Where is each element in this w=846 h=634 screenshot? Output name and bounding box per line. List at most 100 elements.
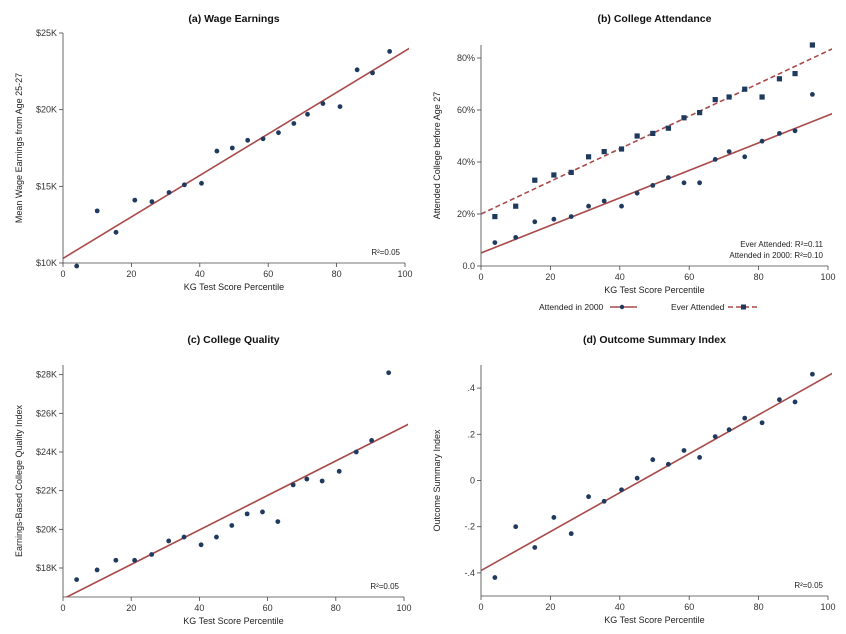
chart-summary: (d) Outcome Summary Index 0 20 40 60 80 100 -.4… (432, 334, 836, 625)
data-point (386, 370, 392, 376)
data-point (585, 154, 592, 160)
legend-marker (619, 304, 625, 310)
y-tick-label: $25K (36, 28, 57, 38)
x-tick-label: 40 (194, 603, 204, 613)
data-point (370, 70, 375, 76)
data-point (792, 128, 798, 134)
data-point (726, 149, 732, 155)
data-point (742, 154, 748, 160)
fit-line (481, 48, 832, 215)
data-point (199, 180, 204, 186)
y-tick-label: $18K (36, 563, 57, 573)
data-point (586, 203, 591, 209)
data-point (697, 455, 703, 460)
data-point (113, 557, 119, 563)
y-tick-label: 80% (457, 53, 475, 63)
data-point (244, 511, 250, 517)
y-tick-label: 40% (457, 157, 475, 167)
data-point (320, 101, 326, 106)
data-point (792, 399, 798, 405)
data-point (697, 180, 703, 186)
data-point (601, 498, 607, 504)
chart-quality: (c) College Quality 0 20 40 60 80 100 $18K $20K $… (14, 334, 412, 626)
data-point (513, 203, 519, 209)
y-axis-label: Outcome Summary Index (432, 429, 442, 532)
data-point (305, 111, 310, 117)
x-tick-label: 100 (396, 603, 411, 613)
data-point (336, 468, 342, 474)
x-axis-label: KG Test Score Percentile (184, 282, 284, 292)
data-point (742, 415, 748, 421)
data-point (650, 130, 656, 136)
data-point (532, 545, 538, 550)
data-point (94, 208, 100, 214)
data-point (387, 49, 393, 54)
data-point (214, 148, 220, 154)
data-point (726, 94, 732, 100)
data-point (74, 577, 80, 582)
r-squared-note: Ever Attended: R²=0.11 (740, 240, 823, 249)
chart-title: (b) College Attendance (598, 13, 712, 25)
legend-label: Ever Attended (671, 302, 725, 312)
data-point (166, 190, 172, 195)
data-point (198, 542, 204, 548)
x-tick-label: 100 (820, 602, 835, 612)
x-tick-label: 20 (545, 602, 555, 612)
data-point (601, 198, 607, 204)
r-squared-note: R²=0.05 (371, 248, 400, 257)
data-point (291, 121, 297, 126)
fit-line (65, 423, 408, 597)
data-point (726, 427, 732, 433)
data-point (132, 197, 138, 203)
data-point (665, 125, 671, 131)
y-tick-label: $15K (36, 181, 57, 191)
data-point (777, 397, 782, 403)
data-point (681, 115, 687, 121)
data-point (369, 438, 375, 443)
r-squared-note: Attended in 2000: R²=0.10 (729, 251, 823, 260)
data-point (809, 371, 815, 377)
legend-marker (741, 304, 746, 310)
x-tick-label: 20 (545, 272, 555, 282)
data-point (697, 110, 703, 116)
x-tick-label: 0 (60, 603, 65, 613)
data-point (319, 478, 325, 484)
data-point (532, 219, 538, 225)
data-point (759, 138, 765, 144)
y-tick-label: -.4 (464, 568, 475, 578)
data-point (776, 76, 783, 82)
x-tick-label: 80 (332, 269, 342, 279)
x-tick-label: 20 (126, 269, 136, 279)
chart-wage: (a) Wage Earnings 0 20 40 60 80 100 $10K $15K $20… (14, 13, 413, 292)
data-point (650, 183, 656, 188)
y-tick-label: 0.0 (462, 261, 475, 271)
x-tick-label: 0 (478, 272, 483, 282)
r-squared-note: R²=0.05 (794, 581, 823, 590)
data-point (551, 216, 557, 222)
data-point (166, 538, 172, 544)
x-axis-label: KG Test Score Percentile (183, 616, 283, 626)
y-axis-label: Earnings-Based College Quality Index (14, 404, 24, 557)
data-point (681, 448, 687, 453)
data-point (353, 449, 359, 455)
data-point (650, 457, 656, 463)
x-tick-label: 60 (684, 272, 694, 282)
x-tick-label: 20 (126, 603, 136, 613)
data-point (513, 235, 519, 240)
y-tick-label: $28K (36, 370, 57, 380)
x-tick-label: 80 (331, 603, 341, 613)
data-point (742, 86, 748, 92)
data-point (601, 149, 607, 155)
r-squared-note: R²=0.05 (370, 582, 399, 591)
x-tick-label: 100 (397, 269, 412, 279)
x-tick-label: 80 (754, 602, 764, 612)
fit-line (481, 112, 832, 254)
data-point (74, 263, 80, 269)
y-tick-label: .4 (467, 383, 475, 393)
data-point (532, 177, 538, 183)
data-point (149, 199, 155, 205)
data-point (634, 475, 640, 481)
x-axis-label: KG Test Score Percentile (604, 285, 704, 295)
data-point (94, 567, 100, 573)
data-point (182, 182, 187, 188)
